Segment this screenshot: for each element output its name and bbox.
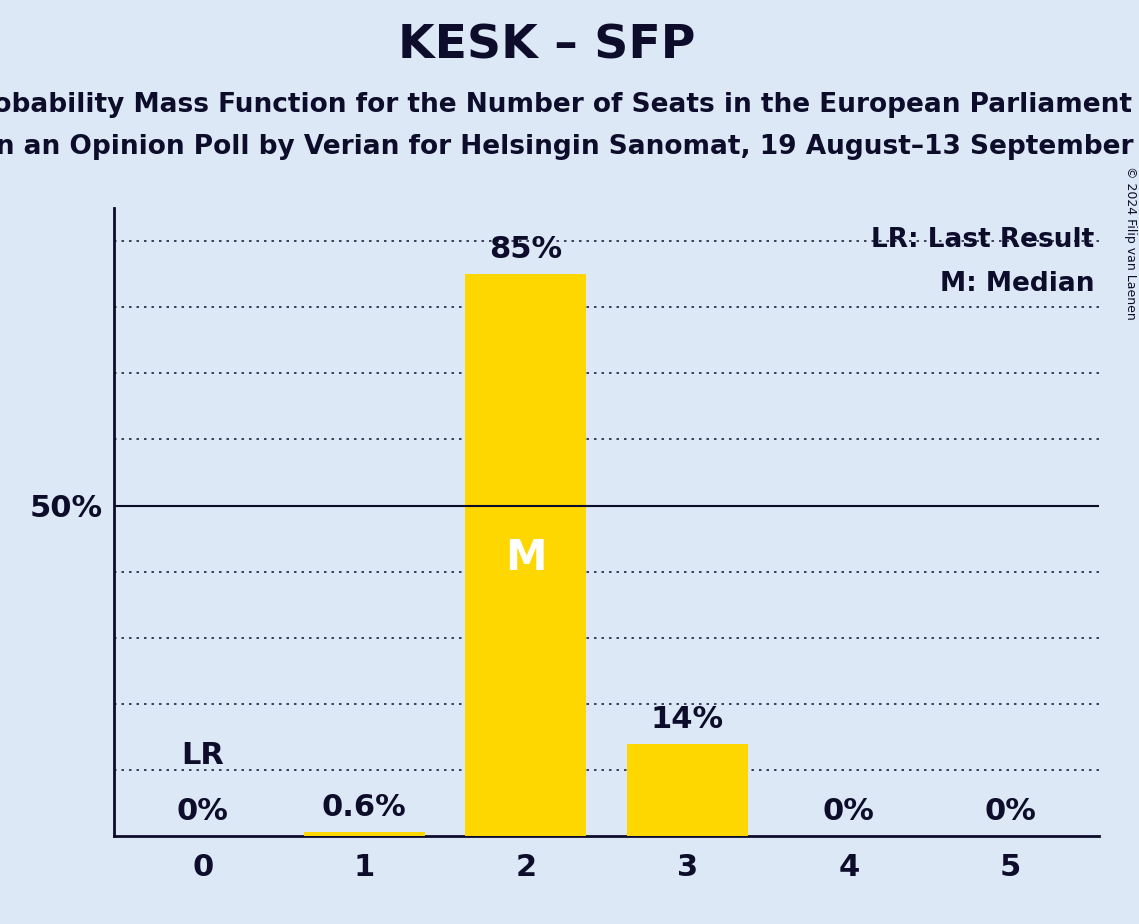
Text: 0%: 0% — [822, 797, 875, 826]
Text: M: M — [505, 538, 547, 579]
Text: M: Median: M: Median — [940, 271, 1095, 297]
Bar — [626, 744, 748, 836]
Bar — [465, 274, 587, 836]
Bar — [304, 833, 425, 836]
Text: 0.6%: 0.6% — [322, 794, 407, 822]
Text: Based on an Opinion Poll by Verian for Helsingin Sanomat, 19 August–13 September: Based on an Opinion Poll by Verian for H… — [0, 134, 1139, 160]
Text: 14%: 14% — [650, 705, 724, 734]
Text: LR: Last Result: LR: Last Result — [871, 226, 1095, 253]
Text: LR: LR — [181, 741, 224, 770]
Text: © 2024 Filip van Laenen: © 2024 Filip van Laenen — [1124, 166, 1137, 320]
Text: 0%: 0% — [177, 797, 229, 826]
Text: 0%: 0% — [984, 797, 1036, 826]
Text: Probability Mass Function for the Number of Seats in the European Parliament: Probability Mass Function for the Number… — [0, 92, 1132, 118]
Text: KESK – SFP: KESK – SFP — [398, 23, 696, 68]
Text: 85%: 85% — [489, 235, 563, 264]
